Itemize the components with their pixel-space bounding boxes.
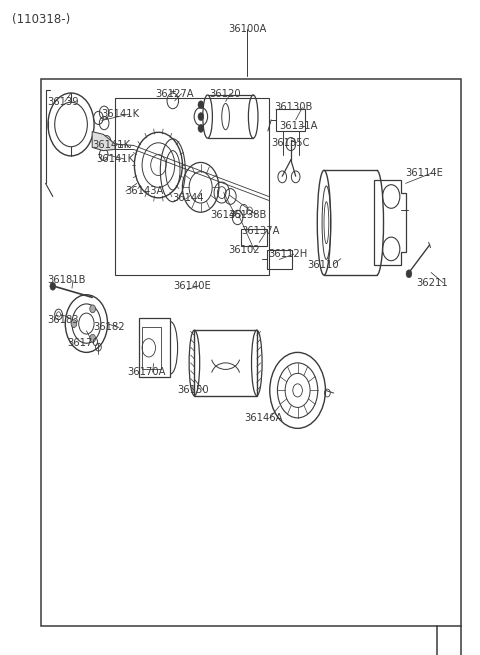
Circle shape (198, 101, 204, 109)
Bar (267, 250, 292, 269)
Text: 36170A: 36170A (127, 367, 166, 377)
Text: 36138B: 36138B (228, 210, 267, 220)
Text: (110318-): (110318-) (12, 13, 70, 26)
Text: 36182: 36182 (93, 322, 125, 333)
Bar (142, 327, 161, 369)
Bar (139, 318, 170, 377)
Text: 36110: 36110 (307, 259, 339, 270)
Text: 36140E: 36140E (174, 280, 212, 291)
Text: 36141K: 36141K (101, 109, 139, 119)
Text: 36145: 36145 (210, 210, 242, 220)
Circle shape (50, 282, 56, 290)
Text: 36112H: 36112H (268, 249, 307, 259)
Circle shape (198, 113, 204, 121)
Text: 36170: 36170 (67, 338, 99, 348)
Text: 36131A: 36131A (279, 121, 318, 131)
Text: 36127A: 36127A (156, 88, 194, 99)
Circle shape (90, 335, 96, 343)
Text: 36141K: 36141K (93, 140, 131, 151)
Text: 36137A: 36137A (241, 225, 279, 236)
Circle shape (198, 124, 204, 132)
Text: 36135C: 36135C (271, 138, 310, 148)
Polygon shape (92, 132, 115, 151)
Circle shape (71, 320, 77, 328)
Bar (115, 98, 269, 275)
Text: 36183: 36183 (47, 314, 79, 325)
Text: 36120: 36120 (209, 88, 241, 99)
Text: 36139: 36139 (47, 96, 79, 107)
Text: 36130B: 36130B (275, 102, 313, 113)
Bar (194, 330, 257, 396)
Text: 36143A: 36143A (126, 186, 164, 196)
Text: 36144: 36144 (172, 193, 204, 203)
Circle shape (406, 270, 412, 278)
Text: 36150: 36150 (178, 385, 209, 396)
Text: 36102: 36102 (228, 245, 260, 255)
Text: 36181B: 36181B (47, 275, 85, 286)
Text: 36141K: 36141K (96, 154, 134, 164)
Circle shape (90, 305, 96, 312)
Text: 36114E: 36114E (406, 168, 444, 178)
Bar (41, 79, 461, 626)
Text: 36100A: 36100A (228, 24, 266, 33)
Text: 36211: 36211 (417, 278, 448, 288)
Bar (276, 109, 305, 131)
Bar (241, 229, 267, 246)
Text: 36146A: 36146A (244, 413, 282, 423)
